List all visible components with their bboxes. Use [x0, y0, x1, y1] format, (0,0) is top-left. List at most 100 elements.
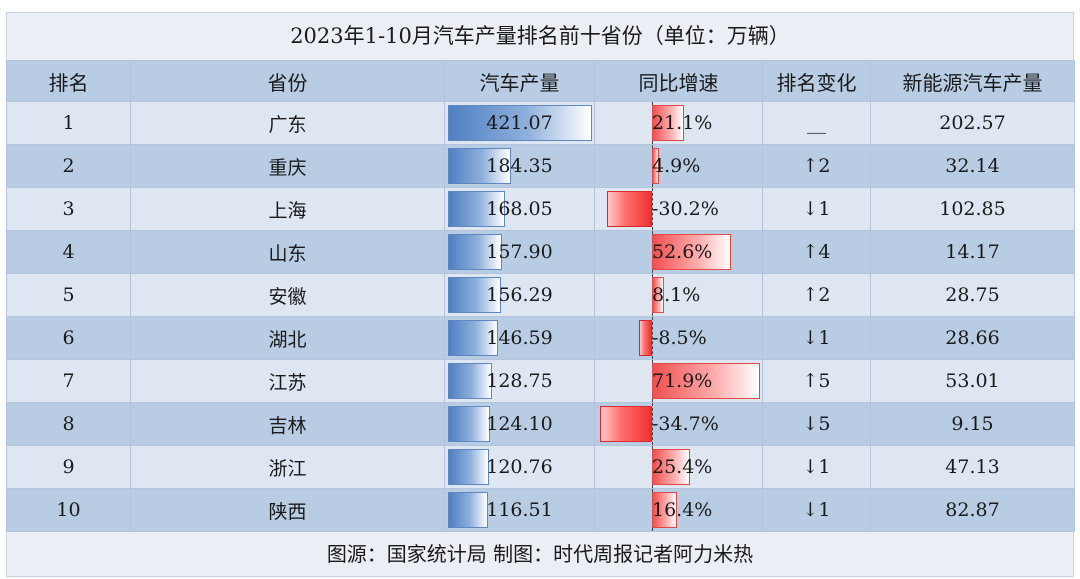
- production-value: 184.35: [486, 155, 553, 177]
- nev-production-cell: 102.85: [870, 187, 1075, 231]
- growth-cell: 52.6%: [594, 230, 763, 274]
- growth-zero-axis: [652, 188, 653, 230]
- table-row: 2 重庆 184.35 4.9% ↑2 32.14: [6, 144, 1075, 188]
- production-value: 156.29: [486, 284, 553, 306]
- nev-production-cell: 28.75: [870, 273, 1075, 317]
- production-bar: [448, 492, 488, 528]
- nev-production-cell: 14.17: [870, 230, 1075, 274]
- header-growth: 同比增速: [594, 60, 763, 102]
- table-row: 4 山东 157.90 52.6% ↑4 14.17: [6, 230, 1075, 274]
- production-value: 128.75: [486, 370, 553, 392]
- rank-change-cell: ↓1: [762, 187, 871, 231]
- rank-change-cell: ↑4: [762, 230, 871, 274]
- production-cell: 124.10: [444, 402, 595, 446]
- table-row: 7 江苏 128.75 71.9% ↑5 53.01: [6, 359, 1075, 403]
- growth-value: -34.7%: [652, 413, 719, 435]
- growth-cell: 25.4%: [594, 445, 763, 489]
- rank-change-cell: ↓1: [762, 445, 871, 489]
- growth-cell: -30.2%: [594, 187, 763, 231]
- production-bar: [448, 191, 505, 227]
- growth-value: 8.1%: [652, 284, 701, 306]
- growth-bar: [600, 406, 652, 442]
- header-nev-production: 新能源汽车产量: [870, 60, 1075, 102]
- production-bar: [448, 320, 498, 356]
- production-bar: [448, 363, 492, 399]
- rank-change-cell: ↑5: [762, 359, 871, 403]
- nev-production-cell: 32.14: [870, 144, 1075, 188]
- table-row: 8 吉林 124.10 -34.7% ↓5 9.15: [6, 402, 1075, 446]
- rank-cell: 10: [6, 488, 131, 532]
- production-cell: 146.59: [444, 316, 595, 360]
- production-cell: 128.75: [444, 359, 595, 403]
- growth-value: 4.9%: [652, 155, 701, 177]
- growth-bar: [652, 277, 664, 313]
- growth-zero-axis: [652, 403, 653, 445]
- rank-change-cell: ↓1: [762, 316, 871, 360]
- source-credit: 图源：国家统计局 制图：时代周报记者阿力米热: [6, 532, 1074, 577]
- province-cell: 安徽: [130, 273, 445, 317]
- production-cell: 168.05: [444, 187, 595, 231]
- growth-value: 21.1%: [652, 112, 713, 134]
- rank-change-cell: ↑2: [762, 144, 871, 188]
- rank-cell: 2: [6, 144, 131, 188]
- table-row: 9 浙江 120.76 25.4% ↓1 47.13: [6, 445, 1075, 489]
- province-cell: 广东: [130, 101, 445, 145]
- table-row: 3 上海 168.05 -30.2% ↓1 102.85: [6, 187, 1075, 231]
- rank-cell: 7: [6, 359, 131, 403]
- table-row: 1 广东 421.07 21.1% __ 202.57: [6, 101, 1075, 145]
- province-cell: 山东: [130, 230, 445, 274]
- rank-change-cell: __: [762, 101, 871, 145]
- production-cell: 120.76: [444, 445, 595, 489]
- growth-bar: [652, 492, 677, 528]
- growth-cell: 4.9%: [594, 144, 763, 188]
- production-cell: 421.07: [444, 101, 595, 145]
- production-bar: [448, 105, 592, 141]
- header-rank-change: 排名变化: [762, 60, 871, 102]
- rank-cell: 4: [6, 230, 131, 274]
- growth-value: 52.6%: [652, 241, 713, 263]
- growth-value: 25.4%: [652, 456, 713, 478]
- rank-cell: 5: [6, 273, 131, 317]
- rank-cell: 8: [6, 402, 131, 446]
- province-cell: 湖北: [130, 316, 445, 360]
- table-row: 5 安徽 156.29 8.1% ↑2 28.75: [6, 273, 1075, 317]
- province-cell: 江苏: [130, 359, 445, 403]
- nev-production-cell: 9.15: [870, 402, 1075, 446]
- growth-value: 16.4%: [652, 499, 713, 521]
- table-body: 1 广东 421.07 21.1% __ 202.57 2 重庆 184.35 4.9% ↑2 32.…: [6, 101, 1075, 532]
- nev-production-cell: 53.01: [870, 359, 1075, 403]
- production-value: 120.76: [486, 456, 553, 478]
- production-value: 168.05: [486, 198, 553, 220]
- growth-bar: [652, 234, 731, 270]
- rank-change-cell: ↓1: [762, 488, 871, 532]
- growth-cell: 8.1%: [594, 273, 763, 317]
- growth-zero-axis: [652, 317, 653, 359]
- rank-cell: 9: [6, 445, 131, 489]
- data-table: 排名 省份 汽车产量 同比增速 排名变化 新能源汽车产量 1 广东 421.07 21…: [6, 60, 1075, 532]
- province-cell: 浙江: [130, 445, 445, 489]
- production-cell: 156.29: [444, 273, 595, 317]
- growth-bar: [652, 148, 659, 184]
- nev-production-cell: 47.13: [870, 445, 1075, 489]
- production-value: 421.07: [486, 112, 553, 134]
- production-cell: 157.90: [444, 230, 595, 274]
- table-row: 10 陕西 116.51 16.4% ↓1 82.87: [6, 488, 1075, 532]
- growth-bar: [652, 105, 684, 141]
- growth-cell: 21.1%: [594, 101, 763, 145]
- rank-cell: 3: [6, 187, 131, 231]
- production-value: 116.51: [486, 499, 553, 521]
- province-cell: 重庆: [130, 144, 445, 188]
- province-cell: 吉林: [130, 402, 445, 446]
- growth-cell: 71.9%: [594, 359, 763, 403]
- growth-cell: -8.5%: [594, 316, 763, 360]
- production-cell: 116.51: [444, 488, 595, 532]
- rank-cell: 6: [6, 316, 131, 360]
- growth-value: -8.5%: [652, 327, 707, 349]
- growth-bar: [639, 320, 652, 356]
- header-production: 汽车产量: [444, 60, 595, 102]
- growth-bar: [652, 363, 760, 399]
- province-cell: 上海: [130, 187, 445, 231]
- rank-cell: 1: [6, 101, 131, 145]
- growth-cell: 16.4%: [594, 488, 763, 532]
- header-rank: 排名: [6, 60, 131, 102]
